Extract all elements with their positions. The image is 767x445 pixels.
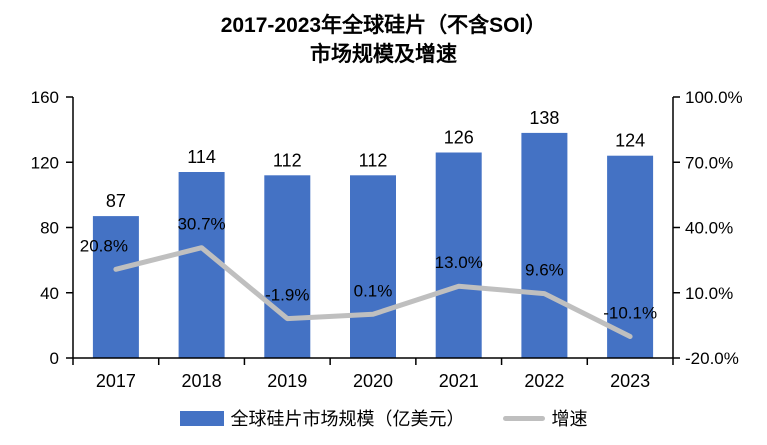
bar-2023: [607, 155, 654, 358]
right-axis-tick-label: 10.0%: [685, 284, 733, 303]
bar-value-label: 87: [106, 191, 126, 211]
chart-title-line2: 市场规模及增速: [310, 43, 457, 66]
x-axis-label-2020: 2020: [353, 371, 393, 391]
growth-label: 9.6%: [525, 261, 564, 280]
legend-bar-label: 全球硅片市场规模（亿美元）: [230, 409, 465, 429]
bar-2021: [435, 152, 482, 358]
x-axis-label-2018: 2018: [182, 371, 222, 391]
bar-2019: [264, 175, 311, 358]
bar-2017: [92, 216, 139, 358]
left-axis-tick-label: 40: [40, 284, 59, 303]
bar-2020: [350, 175, 396, 358]
right-axis-tick-label: 100.0%: [685, 88, 743, 107]
left-axis-tick-label: 120: [31, 153, 59, 172]
growth-line: [113, 245, 633, 339]
bar-2022: [521, 132, 568, 358]
bar-value-label: 124: [615, 131, 645, 151]
legend: 全球硅片市场规模（亿美元） 增速: [0, 403, 767, 433]
chart-title: 2017-2023年全球硅片（不含SOI） 市场规模及增速: [0, 11, 767, 69]
right-axis-tick-label: 70.0%: [685, 153, 733, 172]
bar-value-label: 114: [187, 147, 216, 167]
right-axis-tick-label: -20.0%: [685, 349, 739, 368]
chart-title-line1: 2017-2023年全球硅片（不含SOI）: [220, 14, 547, 37]
growth-label: 0.1%: [354, 281, 393, 300]
bar-value-label: 126: [444, 127, 474, 147]
growth-label: 30.7%: [177, 215, 225, 234]
x-axis-label-2019: 2019: [267, 371, 307, 391]
legend-item-market-size: 全球硅片市场规模（亿美元）: [179, 405, 465, 431]
legend-item-growth: 增速: [502, 405, 588, 431]
right-axis-tick-label: 40.0%: [685, 219, 733, 238]
left-axis-tick-label: 0: [50, 349, 59, 368]
x-axis-label-2021: 2021: [439, 371, 479, 391]
growth-label: 20.8%: [80, 236, 128, 255]
x-axis-label-2017: 2017: [96, 371, 136, 391]
growth-label: -10.1%: [603, 303, 657, 322]
legend-bar-swatch: [179, 410, 224, 426]
left-axis-tick-label: 80: [40, 219, 59, 238]
x-axis-label-2023: 2023: [610, 371, 650, 391]
bar-2018: [178, 172, 225, 358]
growth-label: -1.9%: [265, 286, 309, 305]
bar-value-label: 112: [359, 150, 388, 170]
x-axis-label-2022: 2022: [524, 371, 564, 391]
bar-value-label: 138: [529, 108, 559, 128]
legend-line-label: 增速: [551, 409, 588, 429]
growth-label: 13.0%: [435, 253, 483, 272]
left-axis-tick-label: 160: [31, 88, 59, 107]
bar-value-label: 112: [273, 150, 302, 170]
legend-line-swatch: [502, 415, 545, 421]
